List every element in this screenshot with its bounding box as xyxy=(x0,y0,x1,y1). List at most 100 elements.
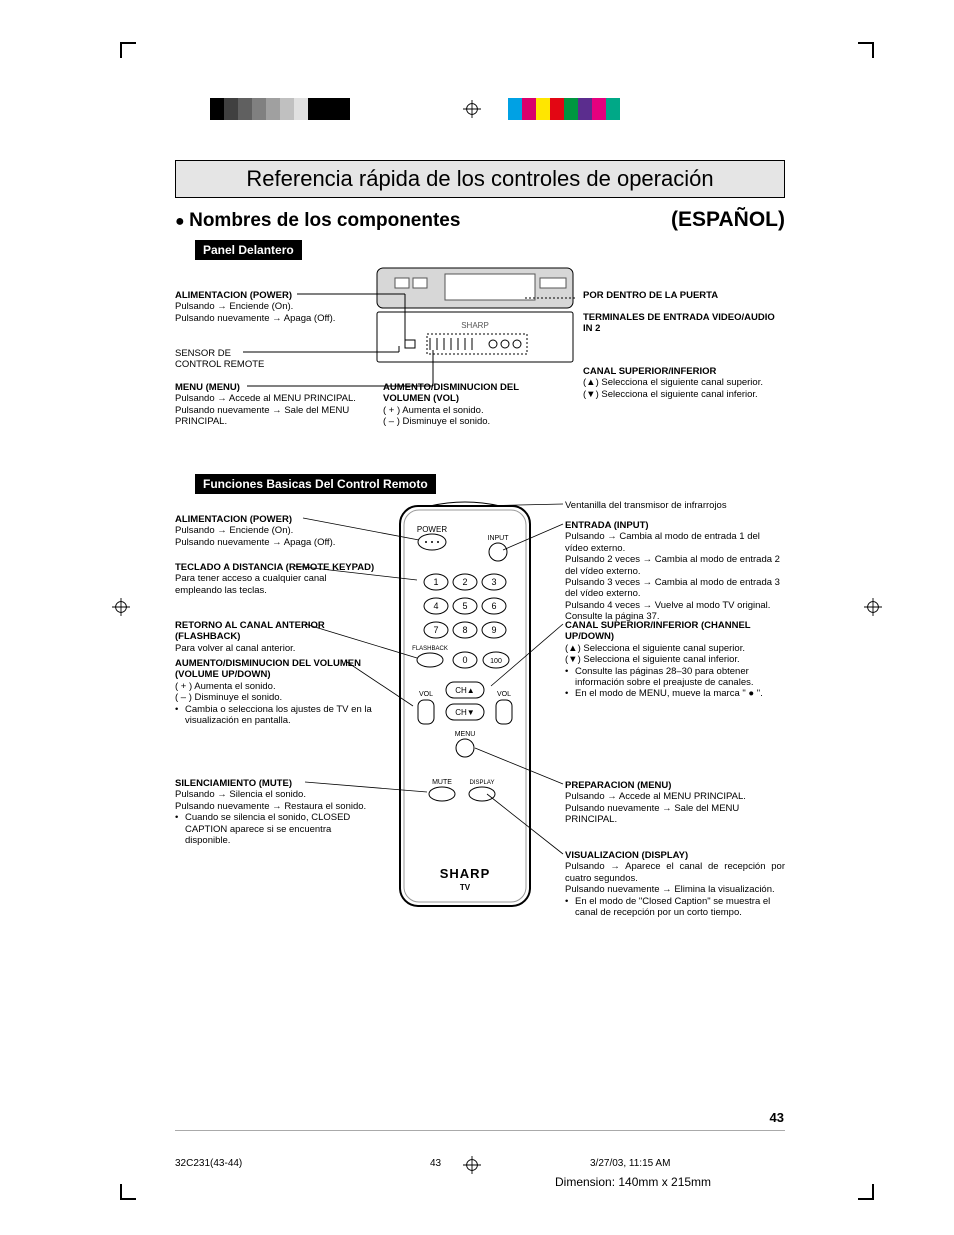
registration-mark-icon xyxy=(463,1156,481,1174)
svg-text:4: 4 xyxy=(433,601,438,611)
section-heading: Nombres de los componentes xyxy=(175,210,460,232)
channel-callout: CANAL SUPERIOR/INFERIOR (▲) Selecciona e… xyxy=(583,366,783,400)
callout-text: Pulsando → Enciende (On). xyxy=(175,301,365,312)
callout-text: Para tener acceso a cualquier canal empl… xyxy=(175,573,375,596)
callout-heading: TERMINALES DE ENTRADA VIDEO/AUDIO IN 2 xyxy=(583,312,783,335)
svg-text:CH▲: CH▲ xyxy=(455,686,474,695)
callout-text: (▼) Selecciona el siguiente canal inferi… xyxy=(583,389,783,400)
page-content: Referencia rápida de los controles de op… xyxy=(175,160,785,1000)
callout-heading: AUMENTO/DISMINUCION DEL VOLUMEN (VOL) xyxy=(383,382,553,405)
svg-text:7: 7 xyxy=(433,625,438,635)
svg-text:3: 3 xyxy=(491,577,496,587)
footer-doc-id: 32C231(43-44) xyxy=(175,1158,242,1169)
svg-text:POWER: POWER xyxy=(417,525,447,534)
remote-power-callout: ALIMENTACION (POWER) Pulsando → Enciende… xyxy=(175,514,375,548)
callout-text: ( + ) Aumenta el sonido. xyxy=(175,681,375,692)
callout-text: Pulsando nuevamente → Restaura el sonido… xyxy=(175,801,375,812)
svg-text:MENU: MENU xyxy=(455,731,476,738)
callout-heading: CANAL SUPERIOR/INFERIOR xyxy=(583,366,783,377)
callout-heading: MENU (MENU) xyxy=(175,382,375,393)
registration-mark-icon xyxy=(463,100,481,118)
callout-text: CONTROL REMOTE xyxy=(175,359,365,370)
callout-heading: TECLADO A DISTANCIA (REMOTE KEYPAD) xyxy=(175,562,375,573)
callout-heading: ENTRADA (INPUT) xyxy=(565,520,785,531)
svg-text:9: 9 xyxy=(491,625,496,635)
svg-text:INPUT: INPUT xyxy=(488,535,510,542)
callout-text: Pulsando → Accede al MENU PRINCIPAL. xyxy=(565,791,785,802)
callout-text: Para volver al canal anterior. xyxy=(175,643,375,654)
footer-rule xyxy=(175,1130,785,1131)
callout-heading: ALIMENTACION (POWER) xyxy=(175,514,375,525)
callout-text: Cambia o selecciona los ajustes de TV en… xyxy=(175,704,375,727)
remote-menu-callout: PREPARACION (MENU) Pulsando → Accede al … xyxy=(565,780,785,826)
power-callout: ALIMENTACION (POWER) Pulsando → Enciende… xyxy=(175,290,365,324)
page-number: 43 xyxy=(770,1110,784,1125)
remote-control-section: POWER INPUT 1 2 3 4 5 6 7 8 xyxy=(175,500,785,1000)
remote-display-callout: VISUALIZACION (DISPLAY) Pulsando → Apare… xyxy=(565,850,785,918)
callout-heading: VISUALIZACION (DISPLAY) xyxy=(565,850,785,861)
callout-heading: SILENCIAMIENTO (MUTE) xyxy=(175,778,375,789)
front-panel-section: SHARP xyxy=(175,266,785,466)
remote-channel-callout: CANAL SUPERIOR/INFERIOR (CHANNEL UP/DOWN… xyxy=(565,620,785,700)
callout-text: Pulsando 3 veces → Cambia al modo de ent… xyxy=(565,577,785,600)
svg-text:SHARP: SHARP xyxy=(440,866,491,881)
callout-heading: CANAL SUPERIOR/INFERIOR (CHANNEL UP/DOWN… xyxy=(565,620,785,643)
svg-text:DISPLAY: DISPLAY xyxy=(470,780,495,786)
registration-mark-icon xyxy=(864,598,882,616)
footer-timestamp: 3/27/03, 11:15 AM xyxy=(590,1158,670,1169)
remote-volume-callout: AUMENTO/DISMINUCION DEL VOLUMEN (VOLUME … xyxy=(175,658,375,726)
callout-text: Pulsando → Silencia el sonido. xyxy=(175,789,375,800)
callout-text: (▲) Selecciona el siguiente canal superi… xyxy=(583,377,783,388)
svg-text:TV: TV xyxy=(460,883,471,892)
terminals-callout: TERMINALES DE ENTRADA VIDEO/AUDIO IN 2 xyxy=(583,312,783,335)
callout-text: Pulsando nuevamente → Apaga (Off). xyxy=(175,313,365,324)
callout-heading: ALIMENTACION (POWER) xyxy=(175,290,365,301)
svg-text:1: 1 xyxy=(433,577,438,587)
tv-front-diagram: SHARP xyxy=(375,266,575,376)
callout-text: En el modo de MENU, mueve la marca " ● "… xyxy=(565,688,785,699)
svg-text:0: 0 xyxy=(462,655,467,665)
svg-text:CH▼: CH▼ xyxy=(455,708,474,717)
svg-text:MUTE: MUTE xyxy=(432,779,452,786)
callout-text: Pulsando nuevamente → Sale del MENU PRIN… xyxy=(565,803,785,826)
callout-text: ( – ) Disminuye el sonido. xyxy=(383,416,553,427)
callout-heading: AUMENTO/DISMINUCION DEL VOLUMEN (VOLUME … xyxy=(175,658,375,681)
callout-text: Pulsando nuevamente → Apaga (Off). xyxy=(175,537,375,548)
svg-text:SHARP: SHARP xyxy=(461,321,489,330)
svg-text:FLASHBACK: FLASHBACK xyxy=(412,646,448,652)
crop-mark xyxy=(834,1160,874,1200)
callout-text: En el modo de "Closed Caption" se muestr… xyxy=(565,896,785,919)
registration-mark-icon xyxy=(112,598,130,616)
svg-text:100: 100 xyxy=(490,658,502,665)
door-callout: POR DENTRO DE LA PUERTA xyxy=(583,290,783,301)
remote-mute-callout: SILENCIAMIENTO (MUTE) Pulsando → Silenci… xyxy=(175,778,375,846)
sensor-callout: SENSOR DE CONTROL REMOTE xyxy=(175,348,365,371)
svg-text:2: 2 xyxy=(462,577,467,587)
callout-text: Pulsando 2 veces → Cambia al modo de ent… xyxy=(565,554,785,577)
callout-text: Consulte las páginas 28–30 para obtener … xyxy=(565,666,785,689)
crop-mark xyxy=(120,1160,160,1200)
footer-page: 43 xyxy=(430,1158,441,1169)
svg-text:6: 6 xyxy=(491,601,496,611)
volume-callout: AUMENTO/DISMINUCION DEL VOLUMEN (VOL) ( … xyxy=(383,382,553,428)
callout-heading: RETORNO AL CANAL ANTERIOR (FLASHBACK) xyxy=(175,620,375,643)
panel-delantero-tab: Panel Delantero xyxy=(195,240,302,260)
remote-flashback-callout: RETORNO AL CANAL ANTERIOR (FLASHBACK) Pa… xyxy=(175,620,375,654)
remote-input-callout: ENTRADA (INPUT) Pulsando → Cambia al mod… xyxy=(565,520,785,623)
callout-text: Cuando se silencia el sonido, CLOSED CAP… xyxy=(175,812,375,846)
remote-keypad-callout: TECLADO A DISTANCIA (REMOTE KEYPAD) Para… xyxy=(175,562,375,596)
subheading-row: Nombres de los componentes (ESPAÑOL) xyxy=(175,208,785,232)
callout-text: (▲) Selecciona el siguiente canal superi… xyxy=(565,643,785,654)
callout-text: Ventanilla del transmisor de infrarrojos xyxy=(565,500,785,511)
page-title: Referencia rápida de los controles de op… xyxy=(175,160,785,198)
menu-callout: MENU (MENU) Pulsando → Accede al MENU PR… xyxy=(175,382,375,428)
svg-text:5: 5 xyxy=(462,601,467,611)
svg-text:VOL: VOL xyxy=(497,691,511,698)
svg-text:8: 8 xyxy=(462,625,467,635)
crop-mark xyxy=(120,42,160,82)
callout-text: SENSOR DE xyxy=(175,348,365,359)
callout-text: ( + ) Aumenta el sonido. xyxy=(383,405,553,416)
callout-text: Pulsando → Aparece el canal de recepción… xyxy=(565,861,785,884)
grayscale-register-bar xyxy=(210,98,350,120)
language-label: (ESPAÑOL) xyxy=(671,208,785,232)
